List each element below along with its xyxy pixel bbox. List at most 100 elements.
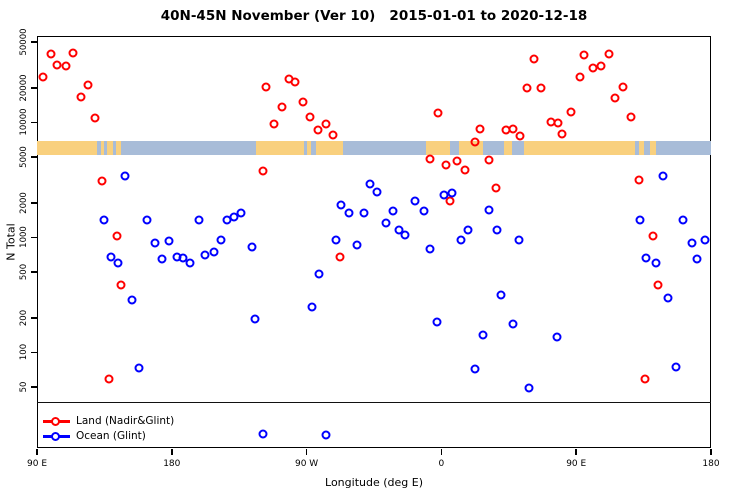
y-tick-label: 20000 [19,74,29,102]
y-tick-label: 50 [19,381,29,393]
data-point-ocean [250,314,260,324]
data-point-land [441,160,451,170]
data-point-ocean [178,253,188,263]
data-point-land [470,137,480,147]
data-point-land [298,97,308,107]
x-tick-label: 90 W [294,459,319,469]
y-axis-label: N Total [4,223,18,261]
data-point-ocean [352,240,362,250]
data-point-land [484,155,494,165]
plot-border [37,36,711,448]
data-point-ocean [641,253,651,263]
data-point-ocean [99,215,109,225]
data-point-land [626,112,636,122]
legend-box [37,402,711,449]
data-point-ocean [344,208,354,218]
y-tick-label: 100 [19,344,29,361]
data-point-ocean [321,430,331,440]
data-point-ocean [247,242,257,252]
data-point-land [522,83,532,93]
data-point-land [313,125,323,135]
data-point-land [112,231,122,241]
data-point-land [634,175,644,185]
data-point-ocean [463,225,473,235]
data-point-ocean [425,244,435,254]
data-point-land [335,252,345,262]
x-tick-label: 90 E [566,459,587,469]
data-point-land [52,60,62,70]
data-point-ocean [372,187,382,197]
data-point-land [61,61,71,71]
data-point-ocean [185,258,195,268]
x-tick-label: 180 [702,459,720,469]
data-point-land [46,49,56,59]
data-point-land [475,124,485,134]
x-tick-mark [36,448,38,455]
data-point-ocean [394,225,404,235]
data-point-ocean [651,258,661,268]
data-point-ocean [687,238,697,248]
data-point-ocean [514,235,524,245]
data-point-land [116,280,126,290]
data-point-ocean [552,332,562,342]
y-tick-mark [31,202,37,204]
data-point-land [553,118,563,128]
x-tick-label: 0 [438,459,445,469]
data-point-land [515,131,525,141]
data-point-land [508,124,518,134]
legend-ocean-marker-icon [51,432,60,441]
y-tick-mark [31,351,37,354]
data-point-ocean [200,250,210,260]
data-point-ocean [456,235,466,245]
data-point-land [305,112,315,122]
data-point-ocean [258,429,268,439]
data-point-ocean [678,215,688,225]
map-band-land [255,141,304,155]
legend-land-marker-icon [51,417,60,426]
x-axis-label: Longitude (deg E) [325,476,423,489]
data-point-land [261,82,271,92]
data-point-ocean [216,235,226,245]
x-tick-mark [305,448,308,455]
map-band-land [101,141,105,155]
data-point-ocean [478,330,488,340]
data-point-ocean [635,215,645,225]
y-tick-label: 10000 [19,108,29,136]
y-tick-mark [31,121,37,124]
data-point-ocean [314,269,324,279]
legend-ocean-label: Ocean (Glint) [76,430,146,442]
data-point-ocean [142,215,152,225]
data-point-ocean [236,208,246,218]
data-point-ocean [484,205,494,215]
data-point-land [445,196,455,206]
data-point-ocean [692,254,702,263]
data-point-ocean [419,206,429,216]
data-point-land [433,108,443,118]
data-point-land [328,130,337,140]
map-band-land [306,141,312,155]
data-point-ocean [508,319,518,329]
data-point-land [566,107,576,117]
data-point-ocean [700,235,710,245]
data-point-land [618,82,628,92]
y-tick-label: 50000 [19,28,29,56]
data-point-ocean [658,171,668,181]
data-point-land [83,80,93,90]
data-point-land [557,129,567,139]
data-point-land [97,176,107,186]
x-tick-mark [440,448,443,455]
map-band-land [504,141,512,155]
y-tick-mark [31,87,37,89]
data-point-land [425,154,435,164]
data-point-ocean [359,208,369,218]
data-point-ocean [381,218,391,228]
data-point-land [596,61,606,71]
data-point-ocean [209,247,219,257]
y-tick-mark [31,386,37,388]
data-point-ocean [400,230,410,240]
data-point-ocean [331,235,340,245]
map-band-land [107,141,114,155]
y-tick-label: 5000 [19,146,29,168]
data-point-ocean [164,236,173,246]
data-point-ocean [410,196,420,206]
